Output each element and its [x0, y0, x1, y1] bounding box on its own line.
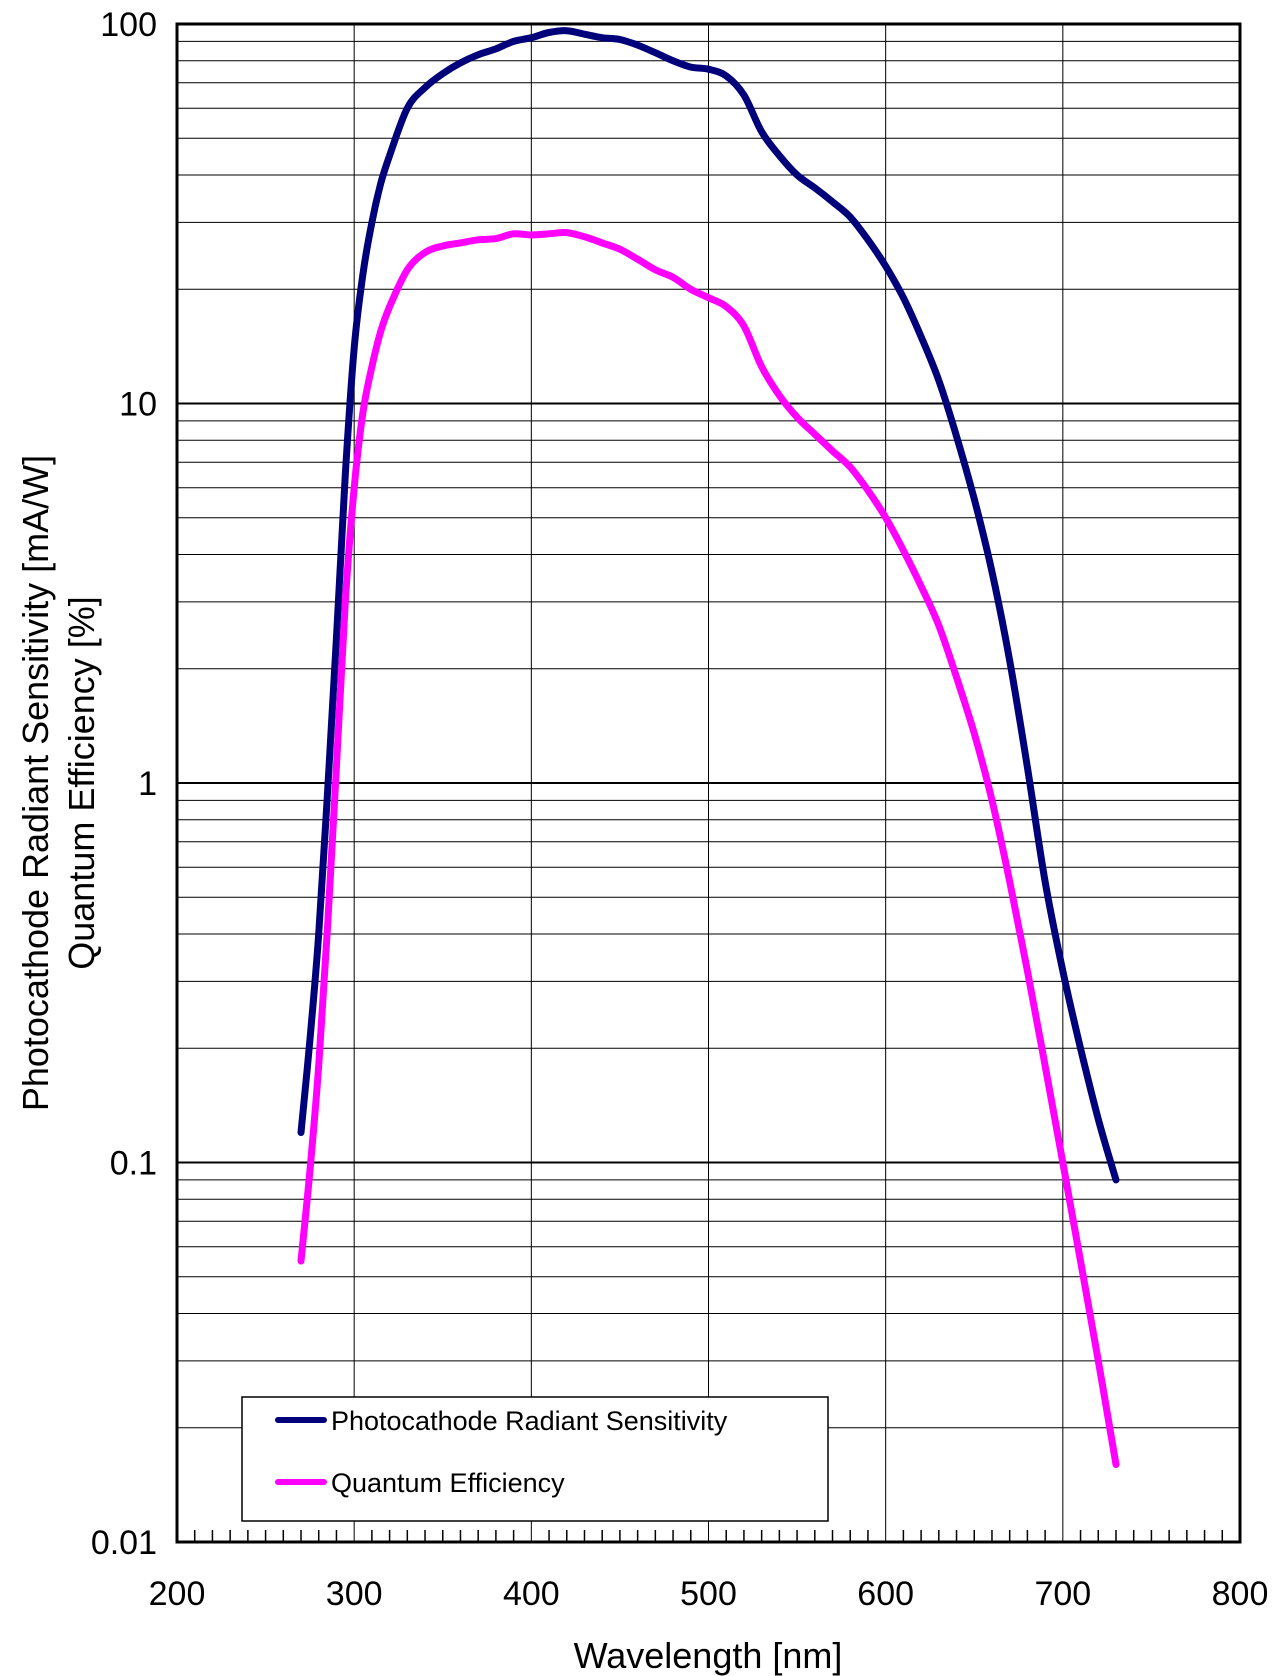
x-tick-label: 400	[503, 1575, 560, 1613]
y-tick-label: 1	[138, 765, 157, 803]
x-tick-label: 600	[857, 1575, 914, 1613]
x-tick-label: 700	[1034, 1575, 1091, 1613]
x-axis-tick-labels: 200 300 400 500 600 700 800	[149, 1575, 1269, 1613]
x-tick-label: 500	[680, 1575, 737, 1613]
y-tick-label: 0.01	[91, 1524, 157, 1562]
legend-label-sensitivity: Photocathode Radiant Sensitivity	[331, 1406, 728, 1436]
x-tick-label: 800	[1212, 1575, 1269, 1613]
x-axis-title: Wavelength [nm]	[574, 1635, 843, 1676]
legend-label-quantum-efficiency: Quantum Efficiency	[331, 1468, 565, 1498]
y-axis-title-line-2: Quantum Efficiency [%]	[61, 596, 102, 970]
legend: Photocathode Radiant Sensitivity Quantum…	[242, 1397, 828, 1521]
x-tick-label: 300	[326, 1575, 383, 1613]
y-tick-label: 100	[100, 6, 157, 44]
x-tick-label: 200	[149, 1575, 206, 1613]
y-axis-title-line-1: Photocathode Radiant Sensitivity [mA/W]	[15, 455, 56, 1111]
y-axis-title: Photocathode Radiant Sensitivity [mA/W] …	[15, 455, 102, 1111]
y-tick-label: 10	[119, 386, 157, 424]
y-tick-label: 0.1	[110, 1145, 157, 1183]
